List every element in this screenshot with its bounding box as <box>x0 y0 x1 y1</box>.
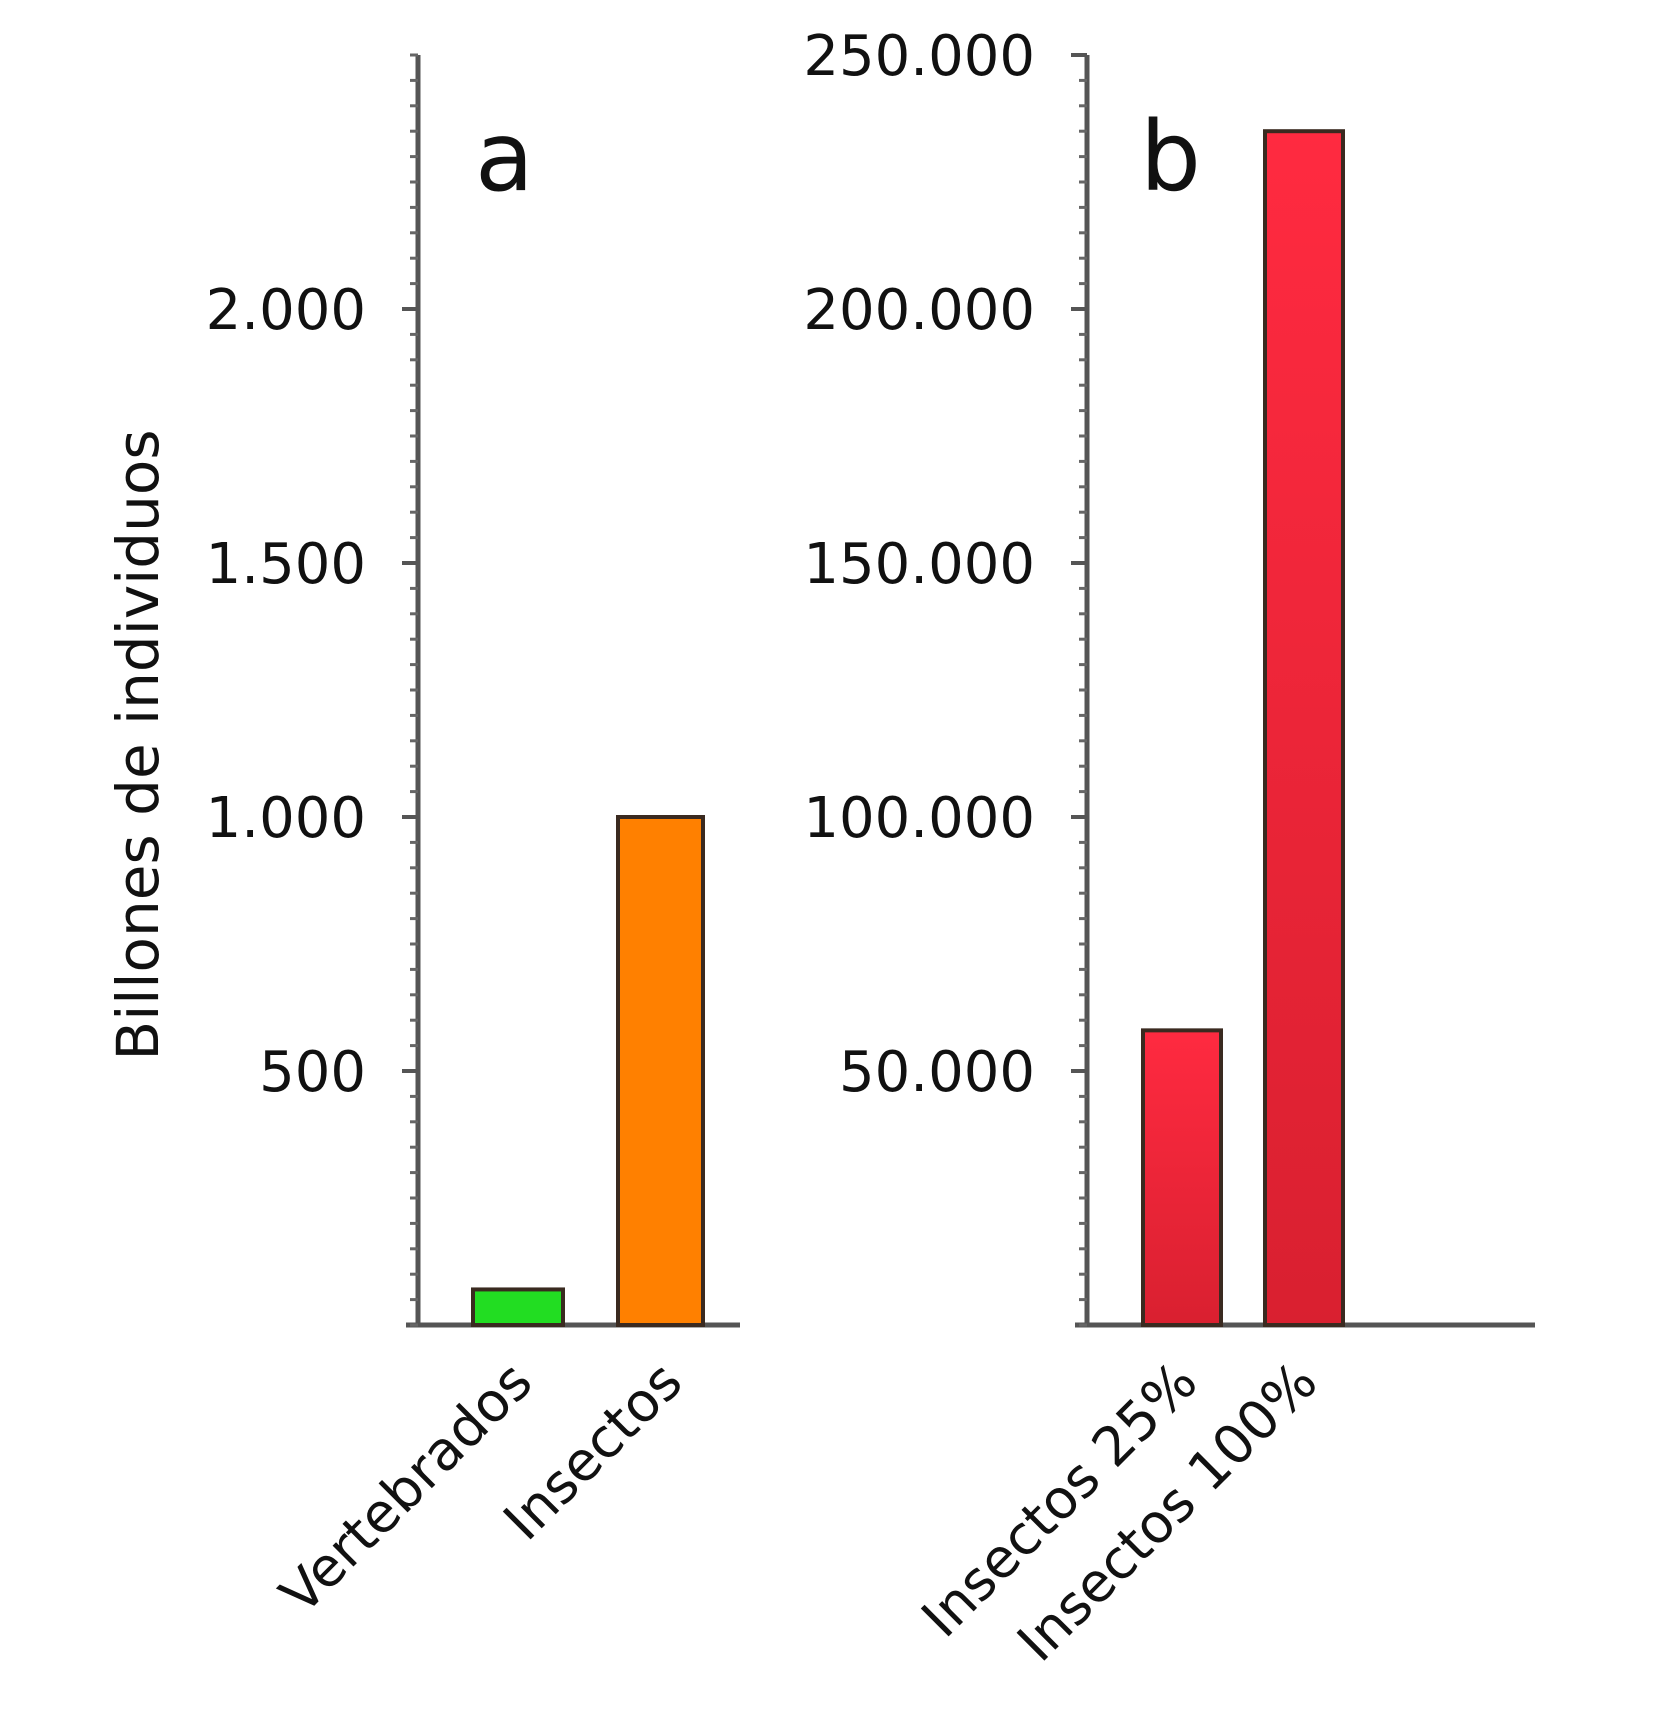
bar-insectos <box>616 815 705 1327</box>
panel-label-a: a <box>475 101 534 213</box>
x-category-label: Vertebrados <box>268 1350 544 1626</box>
y-tick-label: 200.000 <box>803 278 1035 343</box>
y-tick-label: 1.000 <box>206 786 366 851</box>
y-tick-label: 150.000 <box>803 532 1035 597</box>
y-tick-label: 50.000 <box>839 1040 1035 1105</box>
bar-insectos-100- <box>1263 129 1345 1328</box>
y-tick-label: 100.000 <box>803 786 1035 851</box>
panel-label-b: b <box>1140 101 1201 213</box>
y-tick-label: 250.000 <box>803 24 1035 89</box>
y-tick-label: 500 <box>259 1040 366 1105</box>
y-tick-label: 1.500 <box>206 532 366 597</box>
bar-vertebrados <box>471 1287 565 1327</box>
y-tick-label: 2.000 <box>206 278 366 343</box>
y-axis-title: Billones de individuos <box>104 429 172 1060</box>
bar-insectos-25- <box>1141 1028 1223 1327</box>
